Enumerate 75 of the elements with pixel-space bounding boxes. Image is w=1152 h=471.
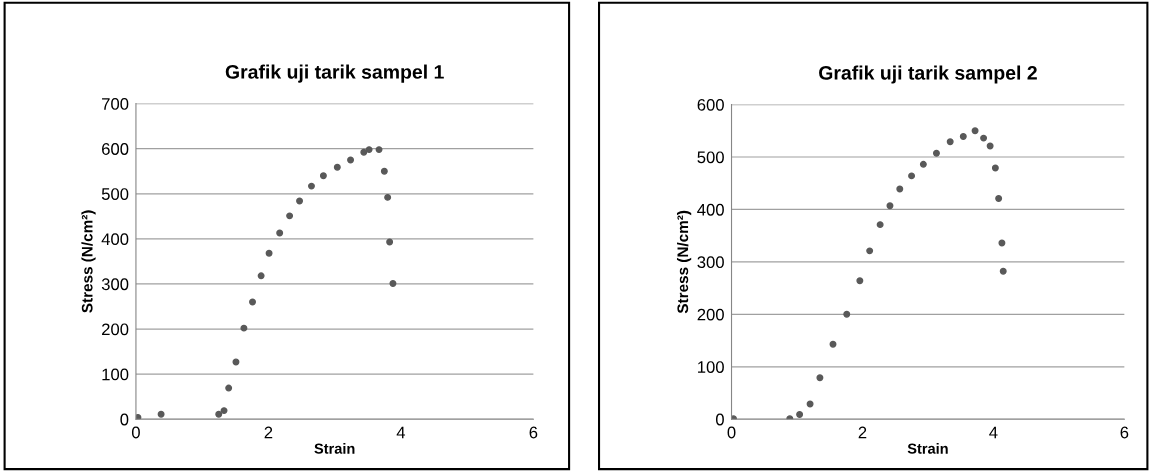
y-tick-label: 0 — [715, 413, 724, 426]
y-tick-label: 100 — [698, 361, 724, 373]
point — [731, 415, 737, 420]
x-axis-title: Strain — [314, 443, 355, 454]
point — [333, 163, 341, 171]
point — [389, 280, 397, 287]
point — [919, 160, 927, 168]
point — [995, 194, 1003, 202]
point — [386, 238, 394, 246]
point — [796, 410, 804, 418]
y-tick-label: 500 — [101, 188, 129, 200]
y-tick-label: 300 — [697, 256, 724, 269]
point — [866, 247, 874, 255]
point — [932, 149, 940, 157]
point — [991, 164, 999, 172]
point — [307, 182, 315, 190]
point — [375, 146, 383, 154]
y-tick-label: 400 — [101, 233, 129, 246]
point — [249, 298, 256, 306]
chart-title: Grafik uji tarik sampel 1 — [225, 64, 444, 83]
y-tick-label: 0 — [120, 413, 129, 426]
x-tick-label: 4 — [989, 426, 998, 439]
point — [286, 212, 294, 220]
point — [886, 202, 894, 210]
point — [225, 384, 233, 392]
point — [896, 185, 904, 193]
point — [971, 127, 979, 135]
point — [232, 358, 240, 366]
point — [365, 146, 373, 154]
point — [347, 156, 355, 164]
point — [908, 172, 916, 180]
x-tick-label: 6 — [529, 426, 538, 439]
x-tick-label: 0 — [131, 426, 140, 439]
point — [806, 400, 814, 408]
point — [276, 229, 284, 237]
point — [220, 407, 228, 415]
point — [856, 277, 864, 285]
y-tick-label: 500 — [697, 151, 724, 164]
point — [829, 340, 837, 348]
point — [215, 410, 223, 418]
point — [816, 374, 824, 382]
point — [946, 138, 954, 146]
point — [240, 324, 248, 332]
chart-title: Grafik uji tarik sampel 2 — [819, 65, 1037, 84]
point — [998, 239, 1006, 247]
point — [843, 310, 851, 318]
point — [319, 172, 327, 180]
point — [980, 134, 988, 142]
point — [384, 193, 392, 201]
y-tick-label: 700 — [102, 98, 129, 110]
x-tick-label: 6 — [1120, 426, 1129, 439]
point — [876, 221, 884, 229]
y-tick-label: 100 — [102, 368, 129, 381]
y-tick-label: 200 — [697, 308, 724, 321]
point — [986, 142, 994, 150]
y-tick-label: 600 — [102, 143, 129, 155]
y-axis-title: Stress (N/cm²) — [81, 210, 96, 313]
x-tick-label: 4 — [396, 426, 406, 439]
y-tick-label: 600 — [697, 98, 724, 111]
x-axis-title: Strain — [907, 443, 948, 454]
x-tick-label: 0 — [727, 426, 736, 439]
y-tick-label: 300 — [101, 278, 129, 291]
point — [380, 167, 388, 175]
point — [360, 148, 368, 156]
point — [257, 272, 265, 280]
point — [265, 249, 273, 257]
point — [157, 410, 165, 418]
point — [999, 267, 1007, 275]
y-axis-title: Stress (N/cm²) — [676, 210, 692, 314]
y-tick-label: 400 — [697, 203, 724, 216]
x-tick-label: 2 — [858, 426, 867, 439]
point — [296, 197, 304, 205]
x-tick-label: 2 — [264, 426, 273, 439]
point — [959, 133, 967, 141]
y-tick-label: 200 — [102, 323, 129, 336]
